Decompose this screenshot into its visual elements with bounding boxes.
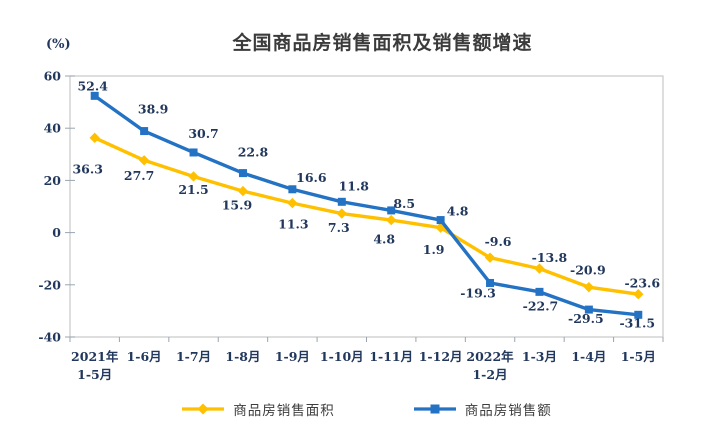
legend: 商品房销售面积 商品房销售额 bbox=[70, 399, 663, 419]
data-point-square bbox=[90, 91, 99, 100]
data-point-diamond bbox=[583, 281, 595, 293]
y-axis: 60 40 20 0 -20 -40 bbox=[38, 69, 75, 345]
data-label: 52.4 bbox=[77, 78, 108, 93]
data-point-square bbox=[140, 127, 149, 136]
data-point-square bbox=[584, 305, 593, 314]
data-label: 7.3 bbox=[328, 220, 350, 235]
data-point-diamond bbox=[188, 171, 199, 182]
data-point-diamond bbox=[336, 208, 347, 219]
x-category-label: 1-9月 bbox=[275, 349, 310, 364]
legend-item-sales-area: 商品房销售面积 bbox=[181, 399, 335, 419]
x-category-label: 1-10月 bbox=[320, 349, 364, 364]
data-label: 16.6 bbox=[296, 170, 327, 185]
legend-diamond-icon bbox=[182, 403, 225, 415]
y-tick-label: 40 bbox=[44, 121, 62, 136]
data-label: -13.8 bbox=[532, 250, 568, 265]
data-point-diamond bbox=[633, 288, 644, 300]
data-label: -29.5 bbox=[568, 311, 604, 326]
data-point-square bbox=[436, 216, 445, 225]
x-category-label: 1-6月 bbox=[127, 349, 162, 364]
series-sales-area: 36.3 27.721.515.911.3 7.34.81.9-9.6-13.8-2… bbox=[72, 132, 660, 300]
x-category-label: 1-11月 bbox=[369, 349, 413, 364]
data-point-diamond bbox=[386, 214, 397, 226]
legend-square-icon bbox=[413, 404, 456, 414]
data-point-square bbox=[535, 287, 544, 296]
data-label: 4.8 bbox=[447, 204, 469, 219]
data-label: 21.5 bbox=[178, 182, 208, 197]
data-label: 4.8 bbox=[373, 232, 395, 247]
x-category-label: 1-3月 bbox=[522, 349, 557, 364]
series-line bbox=[93, 94, 640, 317]
x-category-label: 1-4月 bbox=[571, 349, 606, 364]
y-tick-label: -40 bbox=[38, 330, 61, 345]
data-label: -19.3 bbox=[460, 285, 496, 300]
data-point-square bbox=[387, 206, 396, 215]
y-tick-label: -20 bbox=[38, 277, 61, 292]
data-point-square bbox=[486, 278, 495, 287]
x-category-label: 1-5月 bbox=[621, 349, 656, 364]
data-label: 11.8 bbox=[339, 178, 370, 193]
data-point-diamond bbox=[484, 252, 496, 263]
x-category-label: 2022年 1-2月 bbox=[466, 349, 514, 382]
data-label: 22.8 bbox=[238, 145, 269, 160]
data-point-diamond bbox=[534, 263, 545, 274]
y-axis-unit-label: (%) bbox=[46, 37, 71, 52]
data-label: -22.7 bbox=[523, 298, 559, 313]
y-tick-label: 60 bbox=[44, 69, 62, 84]
legend-item-sales-amount: 商品房销售额 bbox=[413, 399, 552, 419]
data-point-square bbox=[288, 185, 297, 194]
x-category-label: 1-8月 bbox=[225, 349, 260, 364]
data-label: -23.6 bbox=[624, 276, 660, 291]
data-label: 27.7 bbox=[124, 168, 154, 183]
data-label: 1.9 bbox=[423, 242, 445, 257]
series-line bbox=[93, 136, 640, 296]
x-category-label: 2021年 1-5月 bbox=[71, 349, 119, 382]
data-label: -31.5 bbox=[619, 315, 655, 330]
data-label: -20.9 bbox=[570, 263, 606, 278]
x-category-label: 1-7月 bbox=[176, 349, 211, 364]
y-tick-label: 20 bbox=[44, 173, 62, 188]
data-label: 38.9 bbox=[138, 102, 168, 117]
data-point-square bbox=[189, 148, 198, 157]
data-point-diamond bbox=[237, 185, 249, 197]
data-label: 15.9 bbox=[222, 198, 252, 213]
data-label: 36.3 bbox=[72, 161, 102, 176]
data-label: 30.7 bbox=[188, 126, 218, 141]
data-label: -9.6 bbox=[485, 234, 512, 249]
data-point-diamond bbox=[138, 155, 150, 166]
x-axis: 2021年 1-5月 1-6月 1-7月 1-8月 1-9月 1-10月 1-11月 1-12月… bbox=[69, 337, 664, 382]
x-category-label: 1-12月 bbox=[419, 349, 463, 364]
data-point-square bbox=[634, 310, 643, 319]
data-label: 8.5 bbox=[393, 196, 415, 211]
data-point-diamond bbox=[287, 197, 298, 209]
legend-label-sales-amount: 商品房销售额 bbox=[464, 403, 552, 419]
data-point-square bbox=[238, 169, 247, 178]
chart-title: 全国商品房销售面积及销售额增速 bbox=[232, 32, 533, 54]
legend-label-sales-area: 商品房销售面积 bbox=[233, 403, 335, 419]
data-point-diamond bbox=[89, 132, 100, 144]
series-sales-amount: 52.4 38.9 30.7 22.8 16.6 11.8 8.5 4.8 -19.3 -22.7… bbox=[77, 78, 655, 330]
data-label: 11.3 bbox=[278, 217, 308, 232]
y-tick-label: 0 bbox=[52, 225, 61, 240]
data-point-square bbox=[337, 197, 346, 206]
